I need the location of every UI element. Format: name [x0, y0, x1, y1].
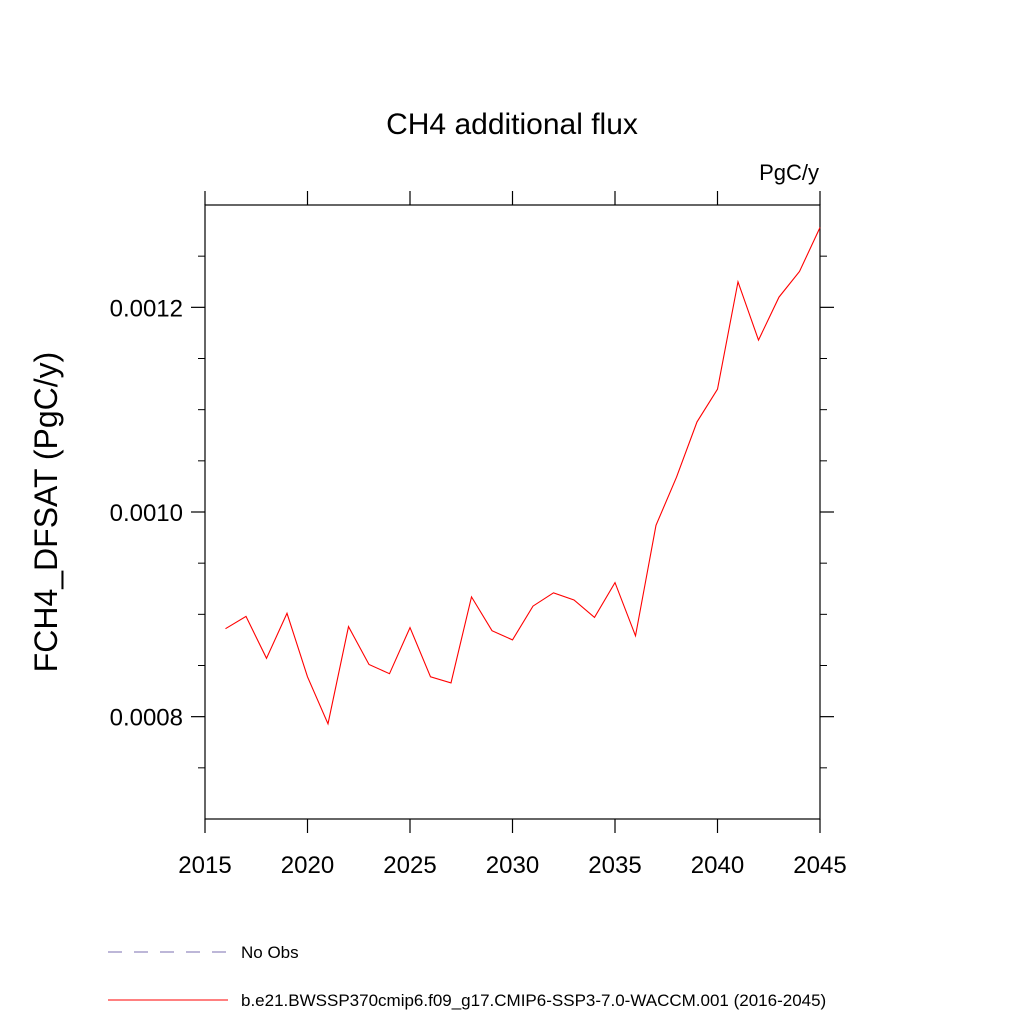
chart-title: CH4 additional flux: [386, 108, 638, 141]
y-axis-label: FCH4_DFSAT (PgC/y): [28, 352, 64, 673]
series-layer: [225, 227, 821, 726]
legend-label: b.e21.BWSSP370cmip6.f09_g17.CMIP6-SSP3-7…: [241, 991, 826, 1010]
x-tick-label: 2040: [691, 852, 744, 879]
plot-frame: [204, 204, 821, 820]
y-tick-label: 0.0012: [110, 295, 183, 322]
series-line: [225, 227, 821, 726]
units-label: PgC/y: [759, 160, 819, 185]
legend-label: No Obs: [241, 943, 299, 962]
x-tick-label: 2045: [793, 852, 846, 879]
x-tick-label: 2015: [178, 852, 231, 879]
y-tick-label: 0.0008: [110, 705, 183, 732]
x-tick-label: 2020: [281, 852, 334, 879]
legend: No Obs b.e21.BWSSP370cmip6.f09_g17.CMIP6-…: [108, 943, 826, 1010]
x-tick-label: 2025: [383, 852, 436, 879]
x-tick-label: 2035: [588, 852, 641, 879]
axis-ticks: 2015 2020 2025 2030 2035 2040 2045 0.0008 0.0010…: [110, 191, 847, 879]
y-tick-label: 0.0010: [110, 500, 183, 527]
x-tick-label: 2030: [486, 852, 539, 879]
